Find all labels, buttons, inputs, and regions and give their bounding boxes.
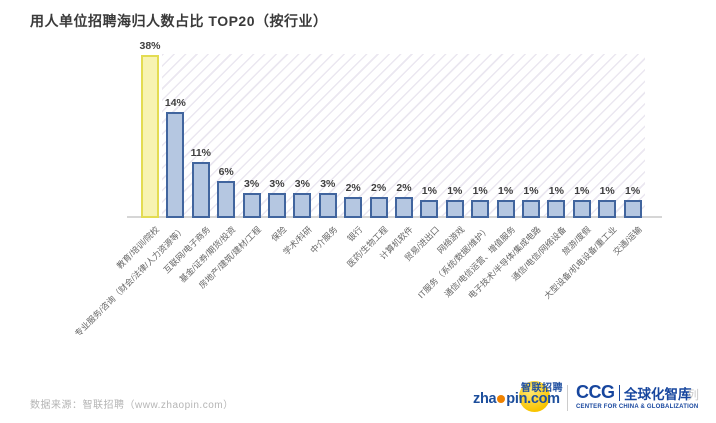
bar	[293, 193, 312, 218]
bar	[318, 193, 337, 218]
bar	[344, 197, 363, 218]
bar	[623, 200, 642, 218]
bar	[572, 200, 591, 218]
bar-value-label: 1%	[498, 185, 514, 197]
bar-value-label: 1%	[421, 185, 437, 197]
watermark-text: 列	[687, 388, 700, 402]
bar-value-label: 14%	[164, 97, 186, 109]
bar-value-label: 1%	[574, 185, 590, 197]
ccg-abbr: CCG	[576, 382, 615, 402]
bar-category-label: 保险	[269, 224, 289, 244]
bar-value-label: 3%	[320, 178, 336, 190]
bar-value-label: 3%	[269, 178, 285, 190]
bar	[598, 200, 617, 218]
bar-value-label: 1%	[599, 185, 615, 197]
bar	[420, 200, 439, 218]
bar-value-label: 1%	[472, 185, 488, 197]
bar	[471, 200, 490, 218]
zhaopin-o-dot-icon	[497, 395, 506, 403]
bar-value-label: 2%	[396, 182, 412, 194]
bar	[166, 112, 185, 218]
bar-category-label: 中介服务	[308, 224, 340, 256]
bar-category-label: 专业服务/咨询（财会/法律/人力资源等）	[72, 224, 187, 339]
chart-title: 用人单位招聘海归人数占比 TOP20（按行业）	[30, 13, 328, 29]
ccg-cjk-label: 全球化智库	[624, 386, 692, 402]
source-note: 数据来源：智联招聘（www.zhaopin.com）	[30, 400, 234, 411]
bar	[242, 193, 261, 218]
bar-value-label: 1%	[523, 185, 539, 197]
bar	[395, 197, 413, 218]
zhaopin-wordmark-pre: zha	[473, 391, 497, 407]
bar	[191, 162, 210, 218]
ccg-logo: CCG 全球化智库 CENTER FOR CHINA & GLOBALIZATI…	[576, 382, 698, 410]
bar	[369, 197, 388, 218]
hatch-background	[162, 54, 645, 218]
ccg-separator	[618, 384, 620, 401]
bar-value-label: 11%	[190, 147, 212, 159]
bar-highlighted	[141, 55, 159, 218]
bar	[445, 200, 464, 218]
bar-value-label: 2%	[371, 182, 387, 194]
zhaopin-logo: 智联招聘 zha pin.com	[473, 379, 573, 417]
zhaopin-wordmark-post: pin.com	[506, 391, 560, 407]
bar	[268, 193, 286, 218]
bar-category-label: 银行	[345, 224, 365, 244]
bar	[217, 181, 236, 218]
x-axis-line	[127, 216, 662, 218]
bar	[496, 200, 515, 218]
bar-value-label: 6%	[218, 166, 234, 178]
bar-value-label: 3%	[244, 178, 260, 190]
bar-value-label: 2%	[345, 182, 361, 194]
zhaopin-wordmark: zha pin.com	[473, 391, 560, 407]
bar	[547, 200, 566, 218]
bar-value-label: 1%	[548, 185, 564, 197]
logo-divider	[567, 385, 568, 411]
bar-value-label: 1%	[625, 185, 641, 197]
bar	[522, 200, 540, 218]
bar-value-label: 1%	[447, 185, 463, 197]
bar-value-label: 38%	[139, 40, 161, 52]
ccg-subtitle: CENTER FOR CHINA & GLOBALIZATION	[576, 404, 699, 410]
zhaopin-sun-icon	[519, 381, 550, 412]
ccg-logo-top-row: CCG 全球化智库	[576, 382, 698, 403]
bar-value-label: 3%	[294, 178, 310, 190]
zhaopin-cjk-label: 智联招聘	[521, 383, 563, 394]
